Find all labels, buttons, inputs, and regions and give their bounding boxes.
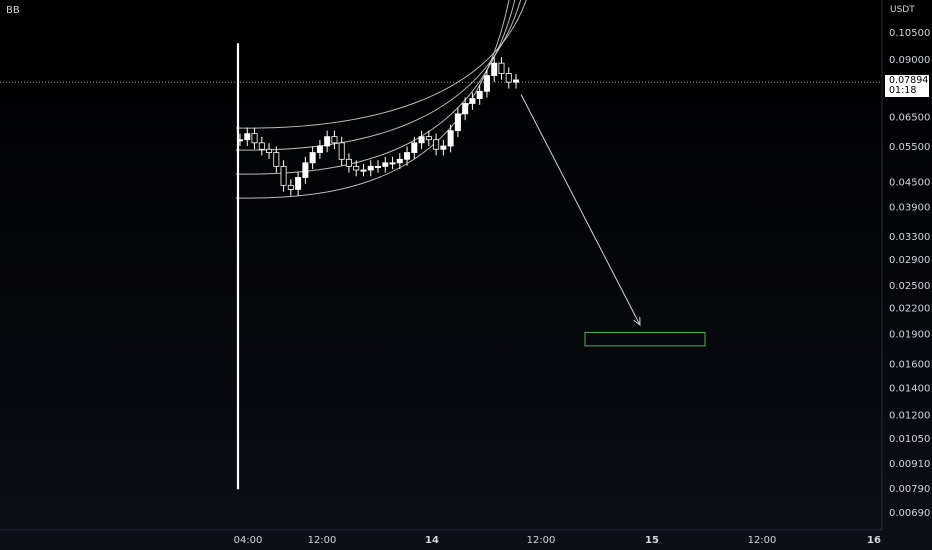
candle-body <box>287 184 294 190</box>
axes <box>0 0 883 531</box>
candle-body <box>273 152 280 167</box>
projection-arrow[interactable] <box>520 94 641 327</box>
candles <box>236 43 520 490</box>
price-tick-label: 0.04500 <box>889 177 930 188</box>
band-curve <box>235 0 521 151</box>
time-tick-label: 15 <box>645 535 659 546</box>
price-tick-label: 0.00790 <box>889 484 930 495</box>
current-price-tag: 0.07894 01:18 <box>885 75 929 97</box>
price-tick-label: 0.01200 <box>889 410 930 421</box>
price-tick-label: 0.06500 <box>889 113 930 124</box>
band-curve <box>235 0 516 175</box>
price-tick-label: 0.03300 <box>889 232 930 243</box>
time-tick-label: 16 <box>867 535 881 546</box>
candle-body <box>447 130 454 147</box>
candle-body <box>440 145 447 150</box>
projection-arrowhead <box>633 316 641 327</box>
candle-body <box>316 145 323 153</box>
candle-body <box>324 136 331 147</box>
candle-body <box>404 152 411 160</box>
candle-body <box>513 79 520 83</box>
candle-body <box>425 136 432 141</box>
band-curve <box>235 0 527 129</box>
fan-band-curves <box>235 0 527 199</box>
candle-body <box>433 139 440 150</box>
candle-body <box>338 142 345 160</box>
price-tick-label: 0.01600 <box>889 360 930 371</box>
price-tick-label: 0.01400 <box>889 383 930 394</box>
candle-body <box>498 62 505 74</box>
current-price-value: 0.07894 <box>889 75 929 86</box>
price-tick-label: 0.01050 <box>889 434 930 445</box>
candle-body <box>396 158 403 164</box>
candle-body <box>374 165 381 168</box>
candle-body <box>418 136 425 144</box>
candle-body <box>454 113 461 132</box>
candle-body <box>244 133 251 141</box>
candle-body <box>353 165 360 171</box>
candle-body <box>389 162 396 165</box>
price-tick-label: 0.02200 <box>889 304 930 315</box>
candle-body <box>462 103 469 115</box>
candle-body <box>411 142 418 153</box>
symbol-label: BB <box>6 5 20 16</box>
time-tick-label: 04:00 <box>234 535 263 546</box>
price-tick-label: 0.02500 <box>889 281 930 292</box>
price-tick-label: 0.02900 <box>889 255 930 266</box>
price-tick-label: 0.10500 <box>889 28 930 39</box>
candle-countdown: 01:18 <box>889 85 917 96</box>
price-tick-label: 0.00910 <box>889 459 930 470</box>
candle-body <box>483 75 490 92</box>
candle-body <box>505 73 512 83</box>
candle-body <box>302 162 309 178</box>
time-tick-label: 12:00 <box>748 535 777 546</box>
candle-body <box>236 139 243 142</box>
time-axis[interactable]: 04:00 12:00 14 12:00 15 12:00 16 <box>234 535 881 546</box>
candle-body <box>345 158 352 167</box>
currency-unit-label: USDT <box>890 5 915 15</box>
price-axis[interactable]: 0.10500 0.09000 0.06500 0.05500 0.04500 0.039… <box>889 28 930 519</box>
candle-body <box>469 98 476 104</box>
time-tick-label: 14 <box>425 535 439 546</box>
candle-body <box>295 177 302 190</box>
candle-body <box>258 142 265 150</box>
price-tick-label: 0.00690 <box>889 508 930 519</box>
time-tick-label: 12:00 <box>527 535 556 546</box>
candle-body <box>491 62 498 76</box>
price-tick-label: 0.05500 <box>889 142 930 153</box>
time-tick-label: 12:00 <box>308 535 337 546</box>
target-zone-box[interactable] <box>584 331 706 347</box>
candle-body <box>476 90 483 99</box>
price-tick-label: 0.03900 <box>889 203 930 214</box>
candle-body <box>331 136 338 144</box>
candle-body <box>309 152 316 164</box>
candle-body <box>367 165 374 171</box>
candle-body <box>266 148 273 153</box>
candle-body <box>360 169 367 172</box>
band-curve <box>235 0 510 199</box>
candle-body <box>280 165 287 186</box>
price-tick-label: 0.01900 <box>889 329 930 340</box>
price-tick-label: 0.09000 <box>889 55 930 66</box>
candle-body <box>382 162 389 167</box>
projection-arrow-line <box>520 94 641 326</box>
candle-body <box>251 133 258 144</box>
